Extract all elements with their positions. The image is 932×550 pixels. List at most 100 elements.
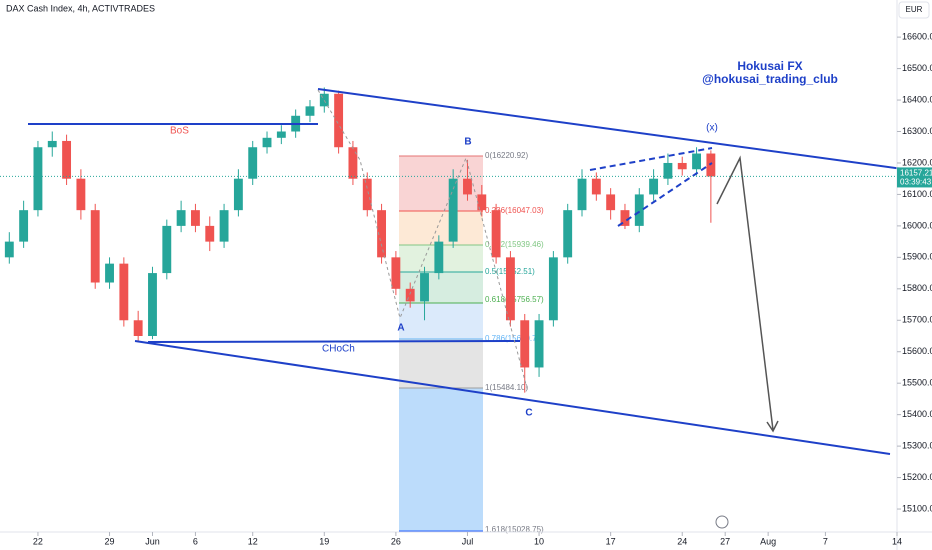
candle-body xyxy=(663,162,673,179)
x-tick-label: 29 xyxy=(105,536,115,546)
y-tick-label: 15700.00 xyxy=(902,315,932,325)
candle-body xyxy=(348,147,358,179)
bos-label: BoS xyxy=(170,126,189,137)
fib-label: 0.382(15939.46) xyxy=(485,240,544,249)
candle-body xyxy=(62,140,72,179)
candle-body xyxy=(591,178,601,195)
candle-body xyxy=(577,178,587,211)
candle-body xyxy=(319,93,329,107)
candle-body xyxy=(405,288,415,302)
candle-body xyxy=(448,178,458,242)
x-tick-label: Aug xyxy=(760,536,776,546)
candle-body xyxy=(420,273,429,302)
candle-body xyxy=(248,147,258,179)
candle-body xyxy=(190,210,200,226)
candles xyxy=(4,87,716,393)
candle-body xyxy=(534,320,544,368)
candle-body xyxy=(4,241,14,258)
x-tick-label: 6 xyxy=(193,536,198,546)
fib-label: 0.786(15640.78) xyxy=(485,334,544,343)
y-tick-label: 16300.00 xyxy=(902,126,932,136)
y-tick-label: 16000.00 xyxy=(902,220,932,230)
choch-label: CHoCh xyxy=(322,344,355,355)
candle-body xyxy=(19,210,29,242)
chart-title: DAX Cash Index, 4h, ACTIVTRADES xyxy=(6,3,155,13)
candle-body xyxy=(391,257,401,289)
y-tick-label: 16500.00 xyxy=(902,63,932,73)
candle-body xyxy=(477,194,487,211)
fib-zones xyxy=(399,155,483,532)
wave-a: A xyxy=(397,323,404,334)
y-tick-label: 15600.00 xyxy=(902,346,932,356)
wave-b: B xyxy=(464,137,471,148)
candle-body xyxy=(219,210,229,242)
candle-body xyxy=(706,153,716,177)
fib-label: 1(15484.10) xyxy=(485,383,528,392)
candle-body xyxy=(520,320,530,368)
wave-c: C xyxy=(525,408,532,419)
y-tick-label: 15900.00 xyxy=(902,252,932,262)
x-tick-label: 10 xyxy=(534,536,544,546)
candle-body xyxy=(148,273,157,336)
wave-x: (x) xyxy=(706,123,718,134)
last-price-label: 16157.21 xyxy=(900,169,932,178)
y-tick-label: 16400.00 xyxy=(902,94,932,104)
candle-body xyxy=(677,162,687,170)
candle-body xyxy=(620,210,630,226)
y-tick-label: 16600.00 xyxy=(902,31,932,41)
candle-body xyxy=(233,178,243,211)
y-tick-label: 15800.00 xyxy=(902,283,932,293)
x-tick-label: 14 xyxy=(892,536,902,546)
candle-body xyxy=(491,210,501,258)
y-tick-label: 15100.00 xyxy=(902,503,932,513)
x-tick-label: 17 xyxy=(606,536,616,546)
x-tick-label: 19 xyxy=(319,536,329,546)
candle-body xyxy=(262,137,272,148)
x-tick-label: 24 xyxy=(677,536,687,546)
candle-body xyxy=(377,210,387,258)
x-tick-label: Jul xyxy=(462,536,474,546)
x-tick-label: 22 xyxy=(33,536,43,546)
candle-body xyxy=(692,153,701,170)
axes: 15100.00 15200.00 15300.00 15400.00 15500.00… xyxy=(0,31,932,546)
candle-body xyxy=(634,194,644,226)
candle-body xyxy=(33,147,43,211)
candle-body xyxy=(334,93,344,148)
candle-body xyxy=(176,210,186,226)
currency: EUR xyxy=(906,5,923,14)
candle-body xyxy=(463,178,472,195)
y-tick-label: 16100.00 xyxy=(902,189,932,199)
candle-body xyxy=(47,140,57,148)
candle-body xyxy=(105,263,114,283)
y-tick-label: 15500.00 xyxy=(902,378,932,388)
y-tick-label: 16200.00 xyxy=(902,157,932,167)
candle-body xyxy=(434,241,444,274)
currency-button[interactable] xyxy=(898,1,930,19)
y-tick-label: 15200.00 xyxy=(902,472,932,482)
watermark: Hokusai FX xyxy=(737,59,802,73)
candle-body xyxy=(505,257,515,321)
y-tick-label: 15400.00 xyxy=(902,409,932,419)
candle-body xyxy=(76,178,86,211)
watermark: @hokusai_trading_club xyxy=(702,72,838,86)
fib-label: 0.236(16047.03) xyxy=(485,206,544,215)
candle-body xyxy=(276,131,286,138)
countdown: 03:39:43 xyxy=(900,178,932,187)
candle-body xyxy=(305,106,315,116)
x-tick-label: 26 xyxy=(391,536,401,546)
fib-label: 1.618(15028.75) xyxy=(485,525,544,534)
candle-body xyxy=(90,210,100,283)
candle-body xyxy=(362,178,372,211)
candle-body xyxy=(563,210,573,258)
events-icon[interactable] xyxy=(715,515,729,529)
candle-body xyxy=(133,320,143,336)
candle-body xyxy=(205,225,215,242)
y-tick-label: 15300.00 xyxy=(902,440,932,450)
candle-body xyxy=(548,257,558,321)
candle-body xyxy=(119,263,129,321)
drawings xyxy=(28,88,932,455)
x-tick-label: 12 xyxy=(248,536,258,546)
fib-label: 0(16220.92) xyxy=(485,151,528,160)
x-tick-label: 27 xyxy=(720,536,730,546)
